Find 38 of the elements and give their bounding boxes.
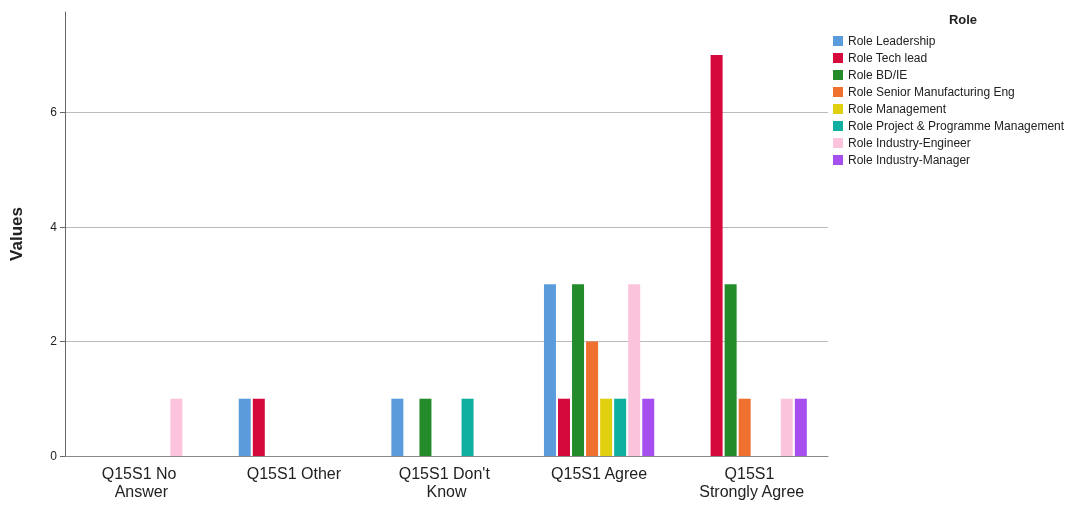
y-tick-label: 2 <box>50 334 58 349</box>
legend-label: Role Industry-Engineer <box>848 136 971 150</box>
bar <box>586 341 599 456</box>
bar <box>391 398 404 456</box>
bar <box>419 398 432 456</box>
x-tick-label: Q15S1 Other <box>246 464 342 482</box>
bar <box>738 398 751 456</box>
bar <box>642 398 655 456</box>
bar <box>614 398 627 456</box>
bar <box>543 284 556 456</box>
legend-label: Role Industry-Manager <box>848 153 971 167</box>
y-tick-label: 4 <box>50 219 58 234</box>
bar <box>710 54 723 456</box>
bar <box>724 284 737 456</box>
bar <box>238 398 251 456</box>
bar <box>628 284 641 456</box>
bar <box>461 398 474 456</box>
y-tick-label: 0 <box>50 449 58 463</box>
legend-label: Role Senior Manufacturing Eng <box>848 85 1015 99</box>
bar <box>252 398 265 456</box>
bar <box>558 398 570 456</box>
legend-label: Role Management <box>848 102 947 116</box>
bar <box>572 284 585 456</box>
legend-label: Role Tech lead <box>848 51 928 65</box>
legend-label: Role Leadership <box>848 34 936 48</box>
y-axis-title: Values <box>7 207 26 261</box>
x-tick-label: Q15S1 Agree <box>551 464 648 482</box>
x-tick-label: Q15S1 No Answer <box>101 464 181 500</box>
x-tick-label: Q15S1 Don't Know <box>398 464 495 500</box>
x-tick-label: Q15S1 Strongly Agree <box>699 464 805 500</box>
y-tick-label: 6 <box>50 105 58 120</box>
legend-label: Role BD/IE <box>848 68 908 82</box>
bar <box>600 398 613 456</box>
bar <box>780 398 793 456</box>
bar <box>794 398 807 456</box>
legend-label: Role Project & Programme Management <box>848 119 1065 133</box>
bar <box>170 398 183 456</box>
legend-title: Role <box>948 12 978 27</box>
